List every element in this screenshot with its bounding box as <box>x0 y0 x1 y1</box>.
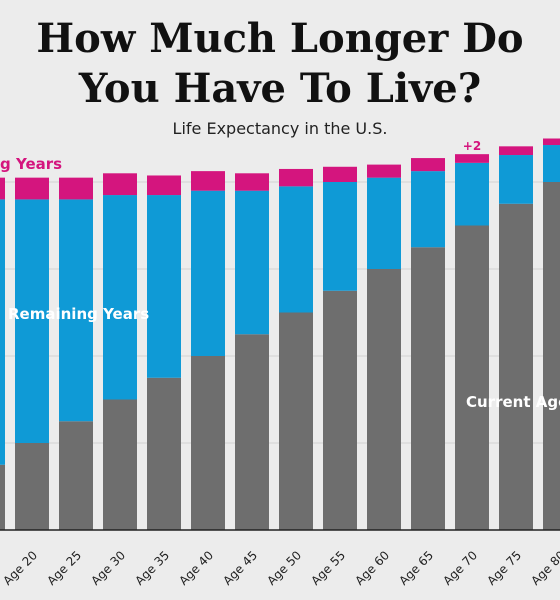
bar-segment <box>147 175 181 196</box>
bar-segment <box>15 443 49 530</box>
bar-segment <box>103 195 137 400</box>
bar-segment <box>15 199 49 443</box>
bar-segment <box>279 312 313 530</box>
bar-segment <box>499 155 533 204</box>
bar-segment <box>0 199 5 465</box>
bar-segment <box>323 290 357 530</box>
chart-title: You Have To Live? <box>78 65 481 112</box>
bar-segment <box>0 177 5 200</box>
bar-segment <box>59 199 93 422</box>
bar-segment <box>323 166 357 182</box>
bar-segment <box>499 203 533 530</box>
bar-segment <box>455 154 489 163</box>
bar-segment <box>279 168 313 187</box>
bar-segment <box>455 225 489 530</box>
bar-segment <box>0 464 5 530</box>
legend-label: g Years <box>0 155 62 173</box>
chart-title: How Much Longer Do <box>36 15 523 62</box>
bar-segment <box>235 334 269 530</box>
bar-segment <box>147 195 181 378</box>
bar-segment <box>147 377 181 530</box>
bar-segment <box>367 177 401 269</box>
bar-segment <box>499 146 533 156</box>
legend-label: Remaining Years <box>8 305 149 323</box>
bar-segment <box>455 162 489 226</box>
bar-segment <box>235 190 269 335</box>
bar-segment <box>235 173 269 191</box>
chart-subtitle: Life Expectancy in the U.S. <box>173 119 388 138</box>
bar-segment <box>191 171 225 191</box>
bar-segment <box>411 171 445 248</box>
bar-segment <box>279 186 313 313</box>
bar-segment <box>15 177 49 200</box>
bar-segment <box>59 421 93 530</box>
bar-segment <box>367 164 401 178</box>
bar-segment <box>191 356 225 530</box>
bar-segment <box>543 138 560 146</box>
bar-segment <box>59 177 93 200</box>
bar-segment <box>411 158 445 172</box>
bar-segment <box>411 247 445 530</box>
bar-segment <box>367 269 401 530</box>
legend-label: Current Age <box>466 393 560 411</box>
bar-segment <box>323 182 357 291</box>
bar-segment <box>543 182 560 530</box>
annotation: +2 <box>463 139 481 153</box>
bar-segment <box>543 145 560 182</box>
bar-segment <box>191 190 225 356</box>
bar-segment <box>103 173 137 196</box>
bar-segment <box>103 399 137 530</box>
